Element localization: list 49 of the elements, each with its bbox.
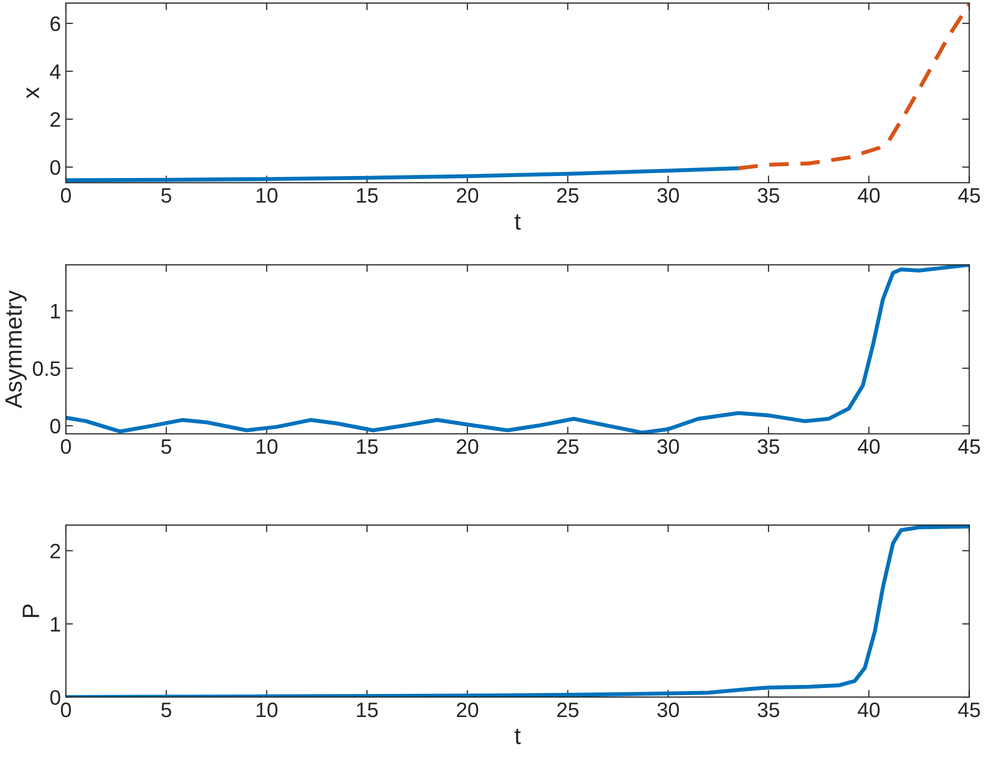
- x-axis-title: t: [514, 728, 521, 744]
- y-axis-title: x: [26, 87, 40, 98]
- x-tick-label: 25: [557, 702, 578, 718]
- x-tick-label: 45: [958, 702, 980, 718]
- x-tick-label: 45: [958, 188, 980, 203]
- x-tick-label: 20: [456, 188, 478, 203]
- y-tick-label: 0: [50, 160, 60, 175]
- x-tick-label: 30: [657, 188, 679, 203]
- y-tick-label: 2: [50, 112, 60, 127]
- y-tick-label: 1: [51, 304, 60, 318]
- line-series: [736, 3, 970, 170]
- y-axis-title: P: [22, 604, 40, 618]
- x-tick-label: 20: [456, 702, 478, 718]
- x-tick-label: 40: [858, 702, 880, 718]
- y-tick-label: 2: [50, 544, 60, 558]
- y-tick-label: 0: [50, 690, 60, 705]
- x-tick-label: 40: [858, 188, 880, 203]
- line-series: [66, 166, 740, 182]
- x-tick-label: 0: [60, 439, 71, 454]
- y-axis-title: Asymmetry: [5, 290, 27, 408]
- x-tick-label: 15: [357, 702, 378, 718]
- x-tick-label: 15: [357, 439, 378, 454]
- x-tick-label: 45: [958, 439, 980, 454]
- x-axis-title: t: [514, 214, 521, 230]
- x-tick-label: 20: [456, 439, 478, 454]
- x-tick-label: 35: [758, 188, 780, 203]
- x-tick-label: 0: [60, 702, 71, 718]
- y-tick-label: 1: [51, 617, 60, 632]
- x-tick-label: 25: [557, 439, 578, 454]
- x-tick-label: 15: [357, 188, 378, 203]
- line-series: [66, 525, 970, 698]
- x-tick-label: 35: [758, 439, 780, 454]
- y-tick-label: 6: [50, 16, 60, 32]
- x-tick-label: 35: [758, 702, 780, 718]
- x-tick-label: 25: [557, 188, 578, 203]
- y-tick-label: 0: [50, 418, 60, 434]
- x-tick-label: 30: [657, 439, 679, 454]
- x-tick-label: 30: [657, 702, 679, 718]
- x-tick-label: 10: [256, 188, 278, 203]
- y-tick-label: 4: [50, 64, 60, 79]
- x-tick-label: 5: [161, 702, 172, 718]
- x-tick-label: 5: [161, 188, 172, 203]
- y-tick-label: 0.5: [32, 361, 60, 376]
- x-tick-label: 0: [60, 188, 71, 203]
- x-tick-label: 5: [161, 439, 172, 454]
- x-tick-label: 40: [858, 439, 880, 454]
- x-tick-label: 10: [256, 439, 278, 454]
- x-tick-label: 10: [256, 702, 278, 718]
- line-series: [66, 264, 970, 434]
